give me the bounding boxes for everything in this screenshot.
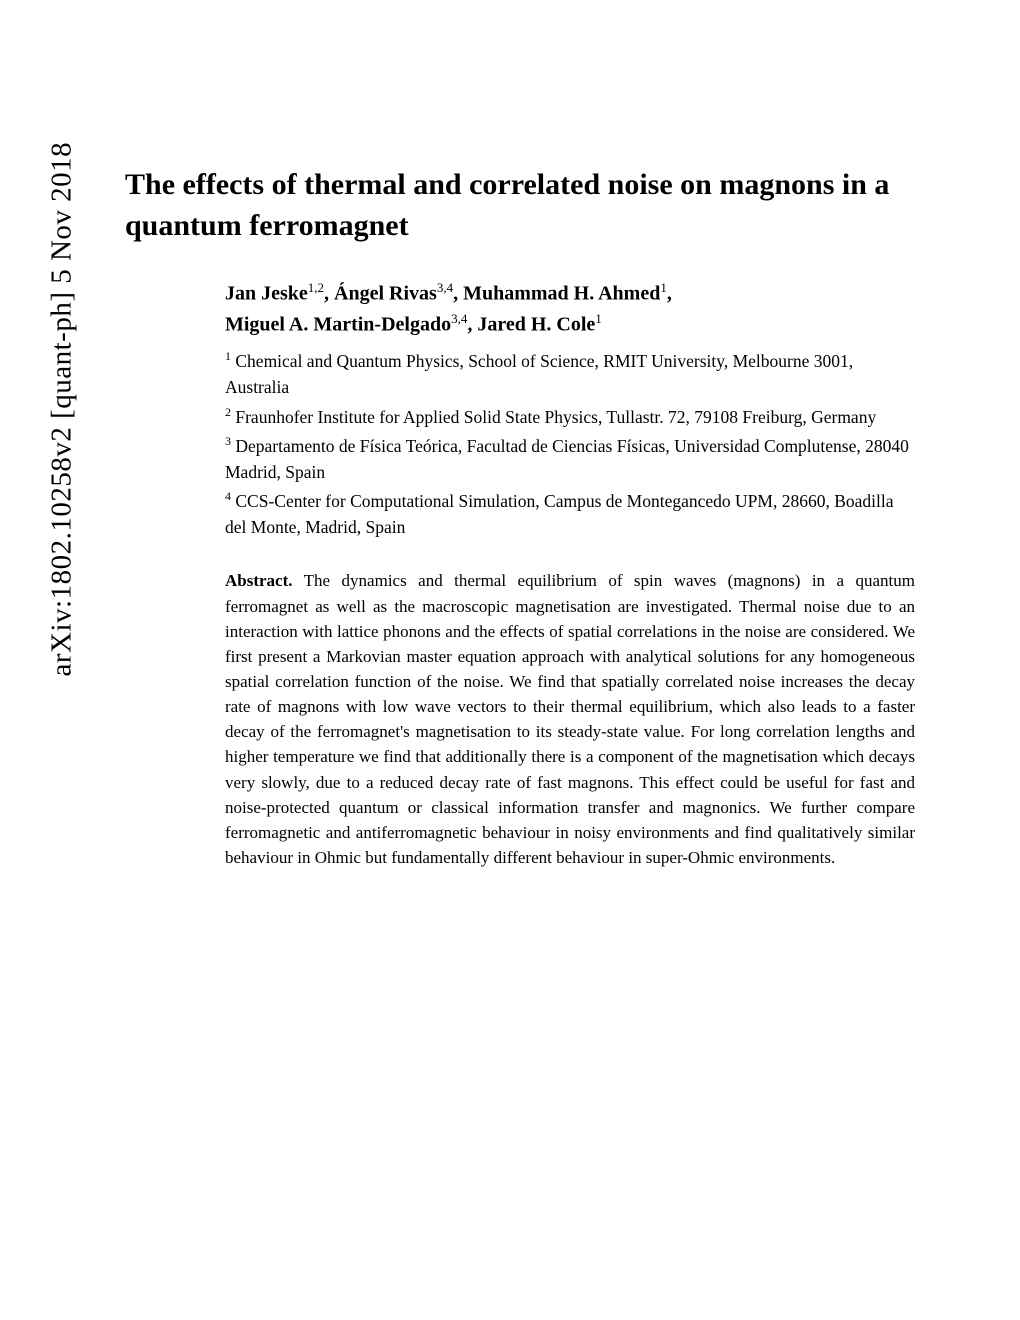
author-affil-sup: 3,4	[451, 311, 467, 326]
authors-list: Jan Jeske1,2, Ángel Rivas3,4, Muhammad H…	[225, 278, 915, 339]
affiliation: 2 Fraunhofer Institute for Applied Solid…	[225, 403, 915, 430]
affiliation: 1 Chemical and Quantum Physics, School o…	[225, 347, 915, 400]
affiliation-text: Chemical and Quantum Physics, School of …	[225, 351, 853, 397]
affiliation-text: Fraunhofer Institute for Applied Solid S…	[231, 406, 876, 426]
abstract-text: The dynamics and thermal equilibrium of …	[225, 571, 915, 867]
author-name: , Muhammad H. Ahmed	[453, 283, 660, 305]
author-name: Jan Jeske	[225, 283, 308, 305]
author-name: , Jared H. Cole	[467, 313, 595, 335]
arxiv-identifier: arXiv:1802.10258v2 [quant-ph] 5 Nov 2018	[46, 142, 79, 677]
abstract-label: Abstract.	[225, 571, 293, 590]
affiliation-text: Departamento de Física Teórica, Facultad…	[225, 436, 909, 482]
paper-title: The effects of thermal and correlated no…	[125, 165, 925, 246]
author-separator: ,	[667, 283, 672, 305]
author-affil-sup: 1,2	[308, 280, 324, 295]
authors-block: Jan Jeske1,2, Ángel Rivas3,4, Muhammad H…	[225, 278, 915, 870]
author-name: , Ángel Rivas	[324, 283, 437, 305]
affiliation-text: CCS-Center for Computational Simulation,…	[225, 491, 894, 537]
author-name: Miguel A. Martin-Delgado	[225, 313, 451, 335]
author-affil-sup: 3,4	[437, 280, 453, 295]
paper-content: The effects of thermal and correlated no…	[125, 165, 925, 870]
affiliation: 4 CCS-Center for Computational Simulatio…	[225, 487, 915, 540]
affiliation: 3 Departamento de Física Teórica, Facult…	[225, 432, 915, 485]
abstract: Abstract. The dynamics and thermal equil…	[225, 568, 915, 870]
author-affil-sup: 1	[595, 311, 602, 326]
